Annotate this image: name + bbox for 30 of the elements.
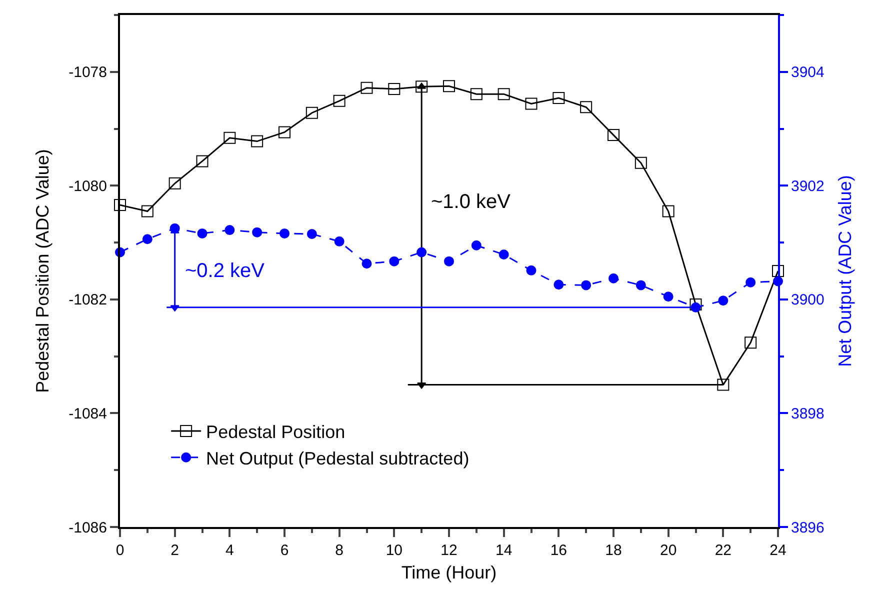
x-tick-label: 18 <box>605 542 622 559</box>
x-tick-label: 22 <box>714 542 732 559</box>
x-tick-label: 14 <box>495 542 512 559</box>
x-tick-label: 10 <box>386 542 403 559</box>
x-tick-label: 2 <box>170 542 179 559</box>
y2-tick-label: 3896 <box>791 519 824 536</box>
x-tick-label: 4 <box>226 542 234 559</box>
x-tick-label: 8 <box>335 542 344 559</box>
legend-label: Pedestal Position <box>206 422 346 442</box>
y-tick-label: -1086 <box>68 519 107 536</box>
annotation: ~1.0 keV <box>431 191 512 213</box>
y-tick-label: -1080 <box>68 178 107 195</box>
y-axis-title: Pedestal Position (ADC Value) <box>32 149 52 393</box>
y2-tick-label: 3902 <box>791 178 824 195</box>
annotation: ~0.2 keV <box>185 260 266 282</box>
y-tick-label: -1084 <box>68 405 107 422</box>
x-tick-label: 20 <box>660 542 677 559</box>
y2-axis-title: Net Output (ADC Value) <box>834 175 855 367</box>
y2-tick-label: 3904 <box>791 64 824 82</box>
y2-tick-label: 3900 <box>791 292 824 309</box>
x-axis-title: Time (Hour) <box>401 562 497 583</box>
y-tick-label: -1082 <box>68 292 107 309</box>
y-tick-label: -1078 <box>68 64 107 82</box>
x-tick-label: 12 <box>440 542 458 559</box>
x-tick-label: 16 <box>550 542 568 559</box>
legend-label: Net Output (Pedestal subtracted) <box>206 448 470 468</box>
y2-tick-label: 3898 <box>791 405 824 422</box>
x-tick-label: 6 <box>280 542 289 559</box>
x-tick-label: 24 <box>770 542 786 559</box>
x-tick-label: 0 <box>116 542 124 559</box>
